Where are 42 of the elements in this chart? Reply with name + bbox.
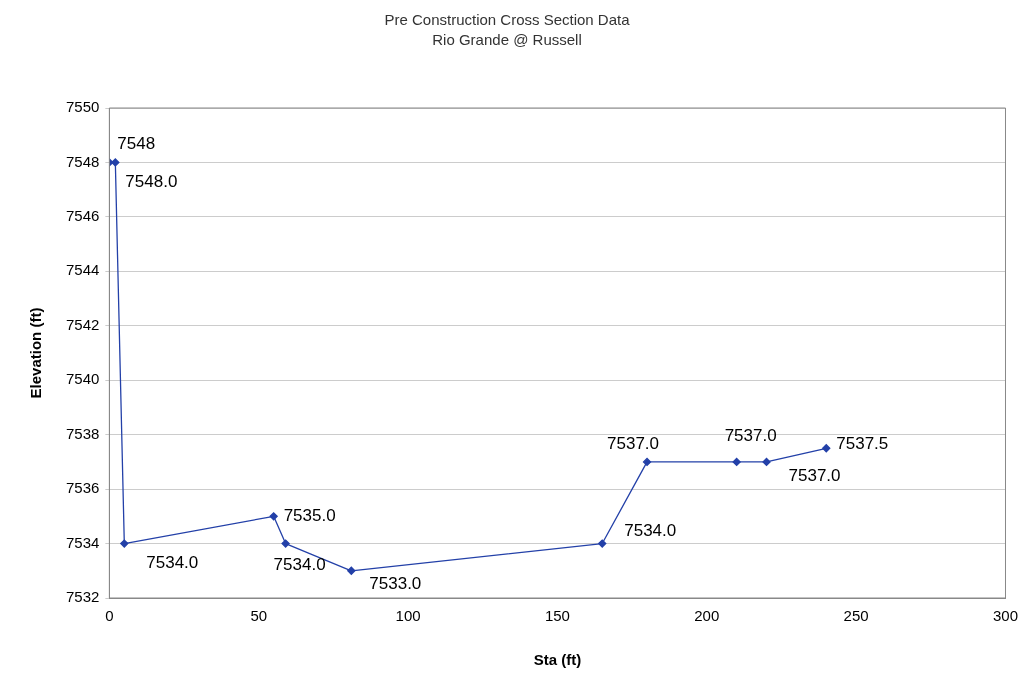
data-label: 7537.0 — [788, 465, 841, 485]
data-label: 7548 — [117, 134, 156, 154]
y-tick-label: 7550 — [65, 98, 100, 116]
chart-title: Pre Construction Cross Section Data — [384, 11, 631, 29]
y-tick-label: 7540 — [65, 370, 100, 388]
y-tick-label: 7536 — [65, 479, 100, 497]
y-tick-label: 7546 — [65, 207, 100, 225]
point — [111, 158, 120, 167]
x-tick-label: 250 — [843, 607, 869, 625]
chart-subtitle: Rio Grande @ Russell — [432, 31, 582, 49]
x-tick-label: 50 — [250, 607, 268, 625]
point — [281, 539, 290, 548]
x-tick-label: 200 — [694, 607, 720, 625]
data-label: 7533.0 — [369, 574, 422, 594]
point — [822, 444, 831, 453]
data-label: 7537.0 — [724, 425, 777, 445]
x-tick-label: 150 — [544, 607, 570, 625]
x-tick-label: 300 — [992, 607, 1018, 625]
data-label: 7534.0 — [146, 553, 199, 573]
x-tick-label: 100 — [395, 607, 421, 625]
y-tick-label: 7534 — [65, 533, 100, 551]
data-label: 7548.0 — [125, 172, 178, 192]
x-tick-label: 0 — [105, 607, 114, 625]
data-label: 7537.0 — [607, 433, 660, 453]
y-tick-label: 7542 — [65, 315, 100, 333]
point — [732, 457, 741, 467]
point — [762, 457, 771, 467]
data-label: 7534.0 — [273, 555, 326, 575]
point — [598, 539, 607, 548]
y-tick-label: 7544 — [65, 261, 100, 279]
point — [347, 566, 356, 575]
y-tick-label: 7538 — [65, 424, 100, 442]
y-tick-label: 7548 — [65, 152, 100, 170]
data-label: 7537.5 — [836, 433, 889, 453]
point — [120, 539, 129, 548]
data-label: 7534.0 — [624, 521, 677, 541]
x-axis-title: Sta (ft) — [533, 651, 582, 669]
point — [269, 512, 278, 521]
data-label: 7535.0 — [283, 506, 336, 526]
y-axis-title: Elevation (ft) — [27, 307, 45, 399]
y-tick-label: 7532 — [65, 588, 100, 606]
point — [642, 457, 652, 467]
